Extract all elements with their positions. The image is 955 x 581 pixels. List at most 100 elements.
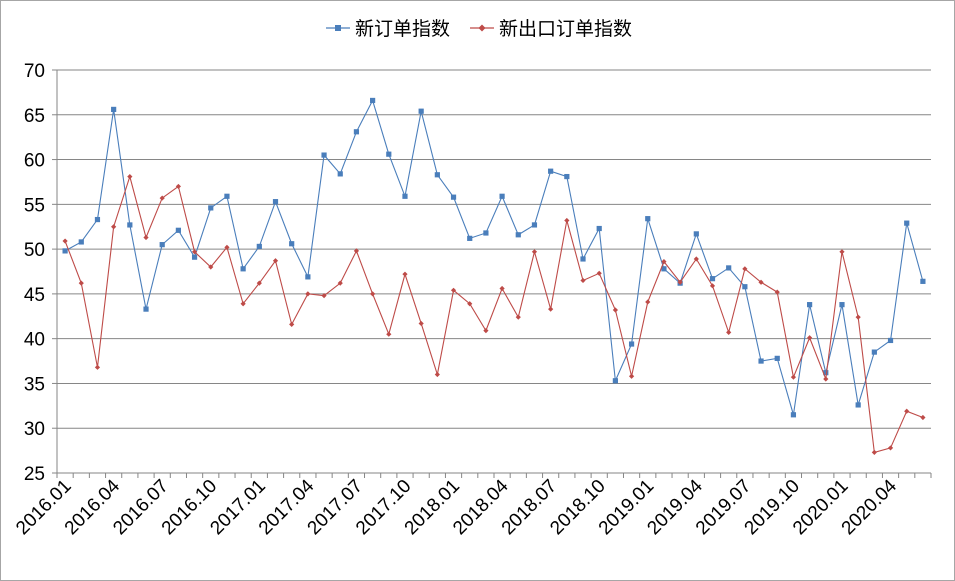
data-point-1-41 [726,329,732,335]
data-point-0-39 [693,231,699,237]
data-point-0-47 [823,370,829,376]
y-tick-label-65: 65 [24,106,45,127]
data-point-0-40 [709,276,716,282]
series-line-1 [64,174,924,454]
data-point-1-10 [224,244,230,250]
data-point-1-26 [483,328,489,334]
data-point-1-22 [418,320,424,327]
data-point-1-1 [78,280,84,286]
data-point-0-20 [386,151,392,157]
data-point-0-27 [499,193,505,199]
data-point-0-50 [871,349,877,355]
data-point-0-15 [305,274,311,280]
data-point-0-17 [337,171,343,177]
data-point-1-30 [548,306,554,312]
data-point-1-44 [774,289,780,295]
x-axis-ticks: 2016.012016.042016.072016.102017.012017.… [12,473,932,539]
data-point-1-3 [111,224,117,230]
data-point-1-5 [143,234,149,241]
data-point-0-11 [240,266,246,272]
data-point-1-45 [790,374,797,380]
data-point-0-14 [289,241,295,247]
legend: 新订单指数 新出口订单指数 [326,18,632,40]
data-point-1-25 [467,301,473,307]
data-point-0-36 [645,216,651,222]
data-point-1-17 [337,280,343,286]
data-point-1-8 [191,249,198,255]
data-point-1-42 [742,266,748,272]
data-point-0-42 [742,284,748,290]
data-point-0-44 [774,355,780,361]
data-point-1-36 [645,299,651,305]
data-point-1-51 [887,445,894,451]
data-point-0-51 [887,337,894,344]
data-point-1-37 [661,259,667,265]
data-point-0-53 [920,278,926,284]
legend-marker-new-export-orders [478,24,486,32]
data-point-0-22 [418,108,424,114]
data-point-0-34 [612,378,618,384]
data-point-1-43 [758,279,764,285]
data-point-0-5 [143,306,149,312]
data-point-0-3 [111,106,117,113]
data-point-0-35 [628,341,635,347]
data-point-0-21 [402,193,408,199]
data-point-0-41 [726,265,732,271]
data-point-1-47 [823,376,829,382]
y-tick-label-50: 50 [24,240,45,261]
data-point-1-2 [94,364,101,370]
series-line-0 [64,98,924,415]
data-point-0-31 [564,173,570,180]
data-point-0-45 [790,412,797,418]
data-point-1-11 [240,301,246,307]
data-point-0-33 [596,225,602,232]
data-point-1-35 [628,373,635,379]
data-point-1-7 [175,183,181,190]
y-tick-label-25: 25 [24,464,45,485]
data-point-1-16 [321,293,327,299]
data-point-0-28 [515,232,521,238]
data-point-1-13 [272,258,279,264]
data-point-1-27 [499,285,505,292]
y-tick-label-30: 30 [24,419,45,440]
data-point-0-49 [855,402,861,408]
data-point-1-12 [256,280,262,286]
legend-item-new-orders: 新订单指数 [326,18,450,40]
data-point-0-29 [531,222,538,228]
data-point-1-31 [564,217,570,224]
legend-label-new-orders: 新订单指数 [355,18,450,40]
data-point-1-52 [904,408,910,414]
data-point-1-9 [208,264,214,270]
data-point-0-8 [191,254,198,260]
data-point-0-23 [434,172,440,178]
legend-marker-new-orders [335,25,341,31]
y-tick-label-40: 40 [24,330,45,351]
data-point-1-38 [677,279,683,285]
data-point-1-15 [305,291,311,297]
data-point-1-48 [839,249,845,255]
data-point-0-18 [353,129,360,135]
y-axis-ticks: 25 30 35 40 45 50 55 60 65 70 [24,61,57,485]
data-point-0-46 [807,302,813,308]
data-point-1-49 [855,314,861,320]
data-point-1-0 [62,238,68,244]
series-1 [62,173,926,456]
data-point-1-24 [450,287,457,293]
data-point-1-28 [515,314,521,320]
y-tick-label-55: 55 [24,195,45,216]
data-point-0-6 [159,242,165,248]
y-tick-label-60: 60 [24,151,45,172]
y-tick-label-45: 45 [24,285,45,306]
data-point-0-26 [483,230,489,236]
axes [56,70,931,474]
gridlines [57,69,931,429]
data-point-1-4 [127,173,133,180]
data-point-1-53 [920,414,926,421]
data-point-1-40 [709,283,716,289]
data-point-0-2 [94,216,101,223]
data-point-1-29 [531,249,538,255]
data-point-1-14 [289,321,295,327]
data-point-0-24 [450,194,457,200]
